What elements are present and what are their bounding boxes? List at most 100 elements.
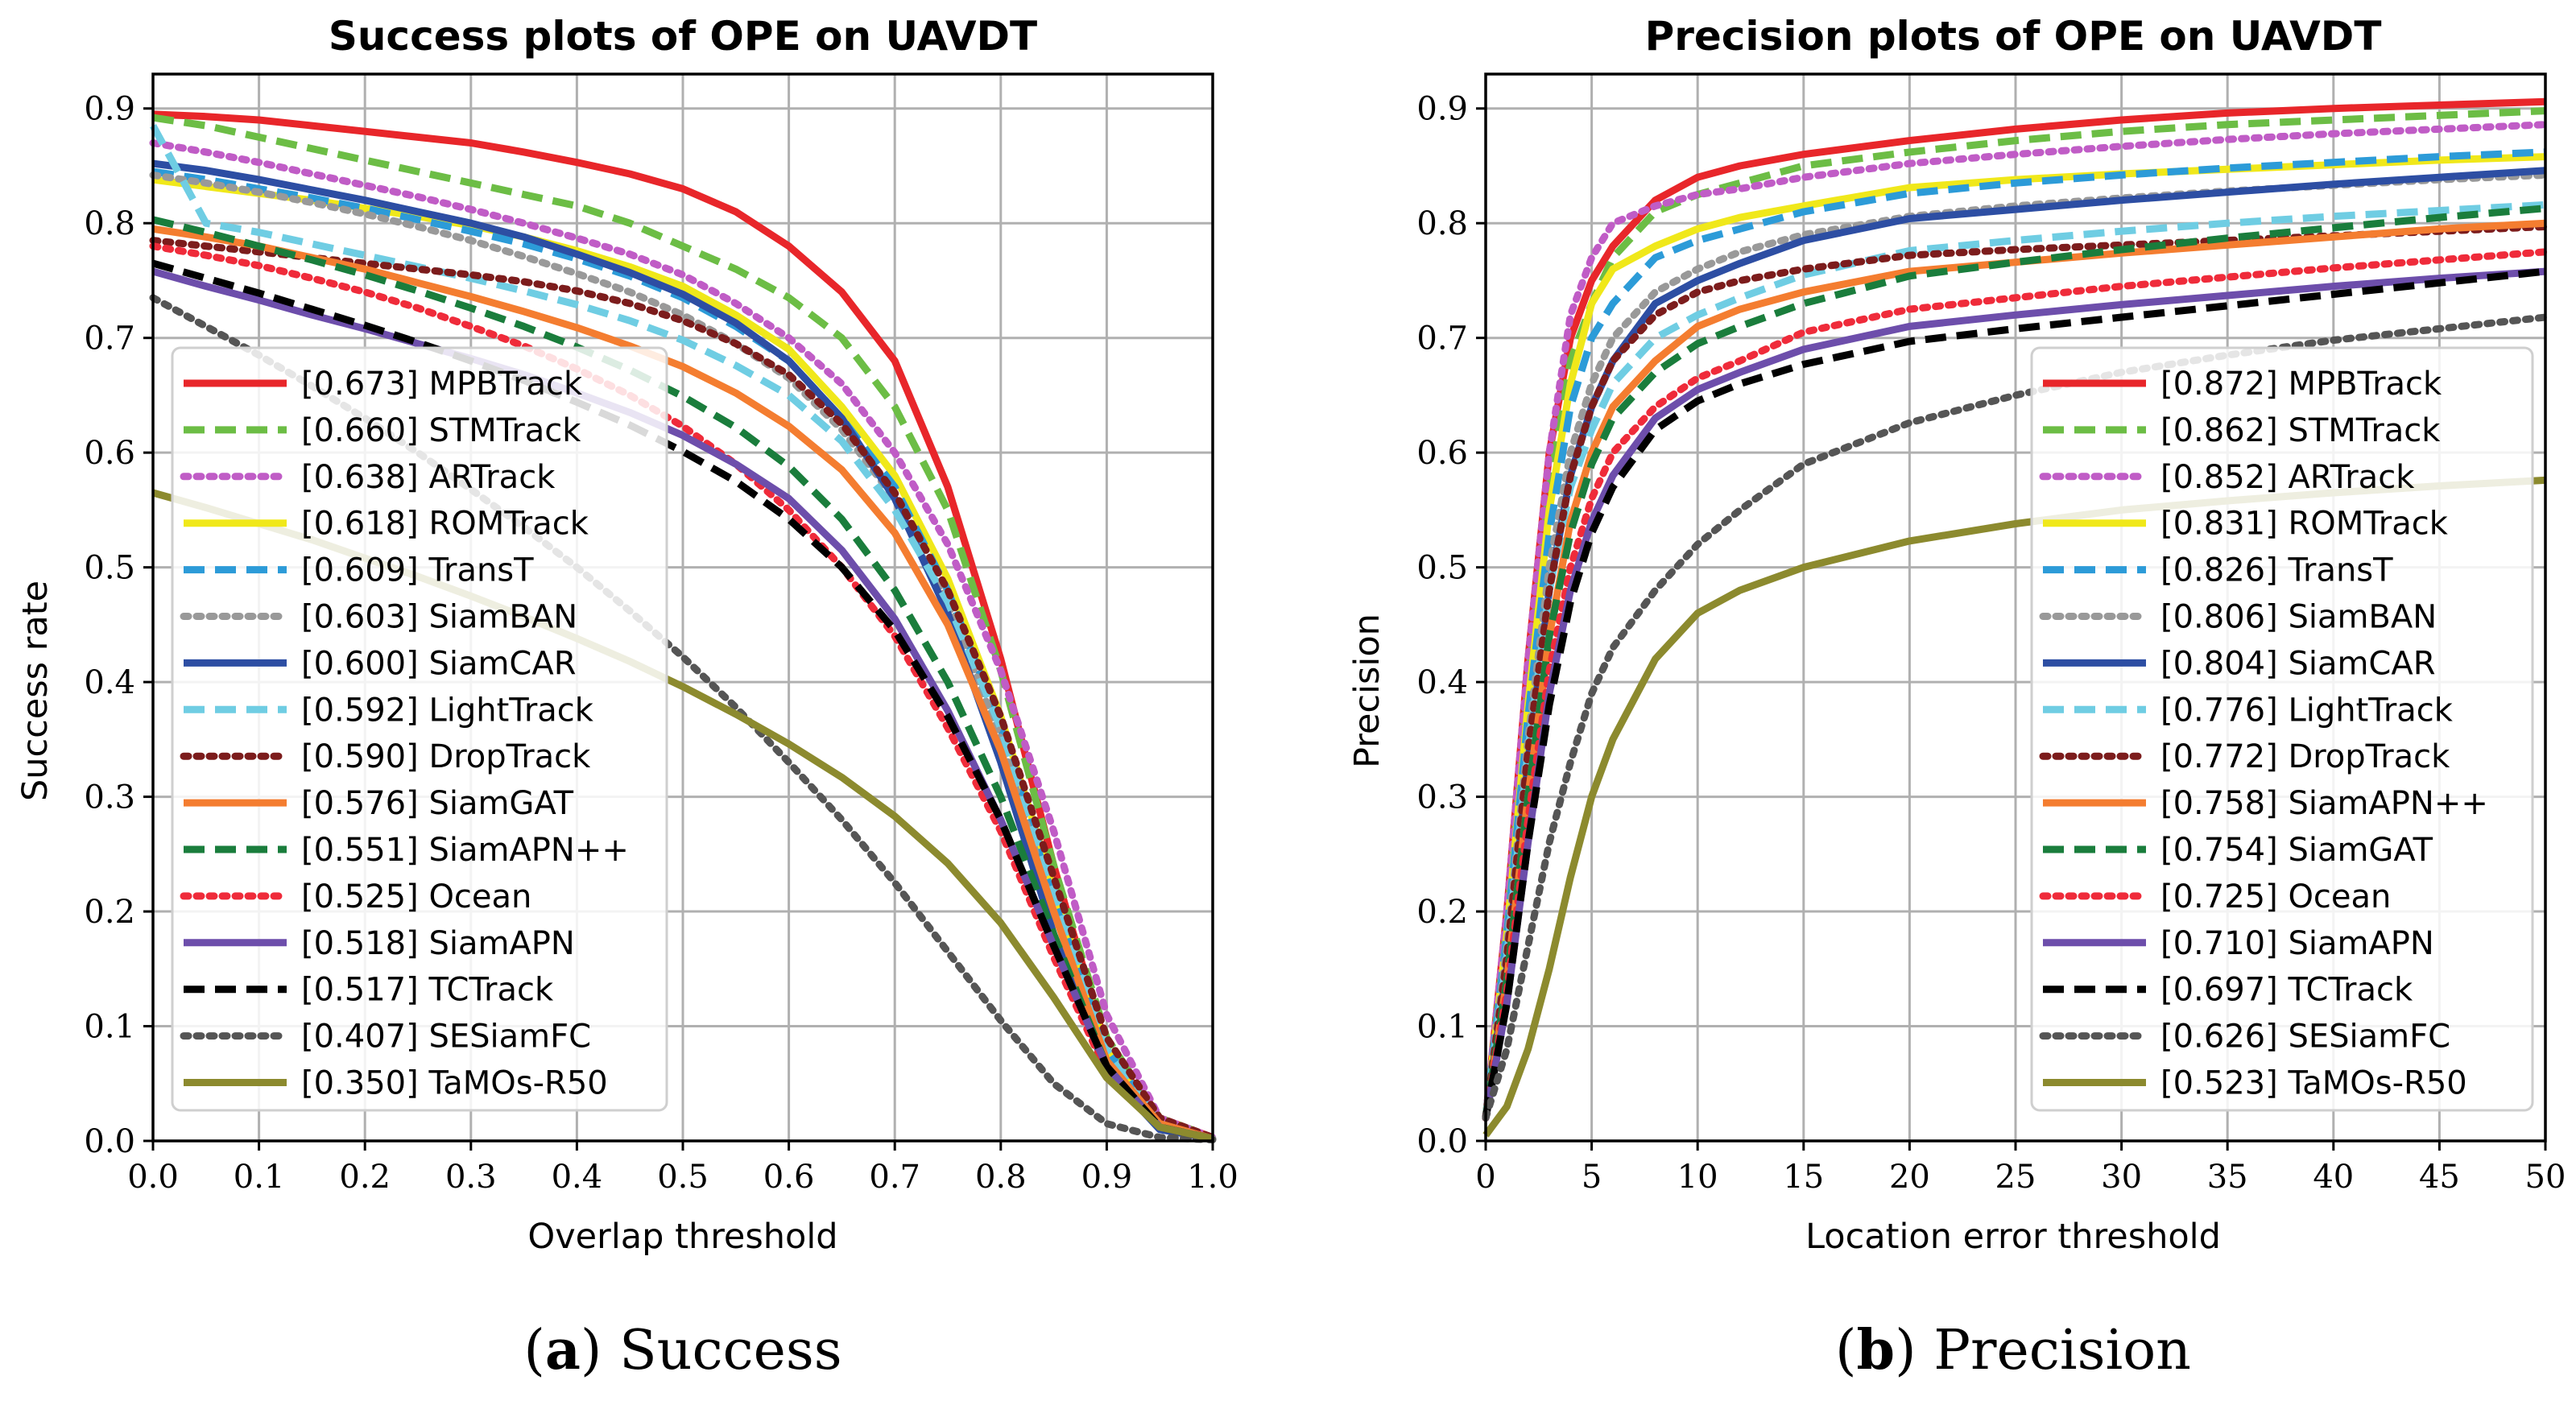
precision-x-tick-label: 0 — [1475, 1159, 1495, 1196]
precision-legend: [0.872] MPBTrack [0.862] STMTrack [0.852] … — [2030, 346, 2534, 1112]
precision-x-tick-label: 50 — [2525, 1159, 2566, 1196]
success-x-tick-label: 0.4 — [552, 1159, 603, 1196]
success-legend-label: [0.618] ROMTrack — [301, 506, 589, 543]
success-caption-label: a — [545, 1318, 581, 1382]
success-ticks: 0.0 0.1 0.2 0.3 0.4 0.5 0.6 0.7 0.8 0.9 1.0 0.0 0.1 0… — [84, 91, 1238, 1196]
success-plot-panel: Success plots of OPE on UAVDT 0.0 0.1 0.2 0… — [15, 13, 1238, 1382]
precision-x-tick-label: 40 — [2313, 1159, 2354, 1196]
success-series-line — [149, 139, 1217, 1142]
precision-y-tick-label: 0.8 — [1416, 205, 1468, 242]
success-caption-text: Success — [619, 1319, 842, 1382]
success-plot-area: 0.0 0.1 0.2 0.3 0.4 0.5 0.6 0.7 0.8 0.9 1.0 0.0 0.1 0… — [84, 72, 1238, 1196]
precision-plot-panel: Precision plots of OPE on UAVDT 0 5 10 15 20… — [1347, 13, 2566, 1382]
precision-legend-label: [0.804] SiamCAR — [2160, 645, 2436, 682]
precision-legend-label: [0.523] TaMOs-R50 — [2160, 1065, 2467, 1102]
precision-legend-label: [0.725] Ocean — [2160, 878, 2391, 915]
success-legend-label: [0.551] SiamAPN++ — [301, 832, 629, 869]
precision-series-line — [1482, 267, 2546, 1119]
precision-legend-label: [0.772] DropTrack — [2160, 738, 2450, 775]
success-x-tick-label: 0.6 — [763, 1159, 815, 1196]
success-series-line — [149, 242, 1217, 1143]
success-y-axis-label: Success rate — [15, 581, 56, 801]
success-y-tick-label: 0.5 — [84, 550, 135, 587]
success-legend-label: [0.600] SiamCAR — [301, 645, 577, 682]
precision-x-tick-label: 15 — [1783, 1159, 1824, 1196]
precision-y-tick-label: 0.6 — [1416, 435, 1468, 472]
precision-ticks: 0 5 10 15 20 25 30 35 40 45 50 0.0 0.1 0.2 0.3 0.4 0.5 0.… — [1416, 91, 2566, 1196]
precision-x-tick-label: 25 — [1995, 1159, 2036, 1196]
success-x-tick-label: 0.3 — [445, 1159, 497, 1196]
success-x-tick-label: 1.0 — [1187, 1159, 1238, 1196]
precision-caption: (b) Precision — [1835, 1318, 2191, 1382]
precision-x-tick-label: 10 — [1677, 1159, 1718, 1196]
success-legend-label: [0.517] TCTrack — [301, 972, 554, 1009]
precision-series-line — [1482, 205, 2546, 1119]
precision-x-axis-label: Location error threshold — [1805, 1217, 2221, 1257]
success-legend-label: [0.518] SiamAPN — [301, 925, 575, 962]
precision-legend-label: [0.758] SiamAPN++ — [2160, 785, 2488, 822]
success-legend-label: [0.592] LightTrack — [301, 692, 594, 729]
precision-legend-label: [0.710] SiamAPN — [2160, 925, 2434, 962]
success-legend-label: [0.350] TaMOs-R50 — [301, 1065, 608, 1102]
success-y-tick-label: 0.6 — [84, 435, 135, 472]
success-legend-box — [171, 346, 668, 1112]
precision-x-tick-label: 35 — [2207, 1159, 2248, 1196]
success-series-line — [152, 159, 1214, 1143]
success-caption: (a) Success — [523, 1318, 841, 1382]
precision-caption-label: b — [1857, 1318, 1896, 1382]
precision-caption-text: Precision — [1933, 1319, 2191, 1382]
precision-y-tick-label: 0.0 — [1416, 1123, 1468, 1160]
success-series-line — [151, 267, 1214, 1143]
success-legend-label: [0.603] SiamBAN — [301, 599, 577, 636]
success-legend-label: [0.525] Ocean — [301, 878, 531, 915]
success-x-tick-label: 0.7 — [869, 1159, 920, 1196]
precision-legend-label: [0.826] TransT — [2160, 552, 2393, 589]
success-y-tick-label: 0.3 — [84, 779, 135, 816]
success-legend-label: [0.609] TransT — [301, 552, 534, 589]
precision-legend-label: [0.697] TCTrack — [2160, 972, 2413, 1009]
precision-legend-label: [0.862] STMTrack — [2160, 412, 2441, 449]
precision-legend-box — [2030, 346, 2534, 1112]
precision-legend-label: [0.872] MPBTrack — [2160, 366, 2442, 403]
precision-y-tick-label: 0.3 — [1416, 779, 1468, 816]
success-series-group — [149, 110, 1217, 1144]
precision-y-tick-label: 0.4 — [1416, 664, 1468, 701]
precision-plot-area: 0 5 10 15 20 25 30 35 40 45 50 0.0 0.1 0.2 0.3 0.4 0.5 0.… — [1416, 72, 2566, 1196]
success-y-tick-label: 0.7 — [84, 320, 135, 357]
precision-legend-label: [0.626] SESiamFC — [2160, 1019, 2450, 1056]
success-y-tick-label: 0.9 — [84, 91, 135, 128]
precision-y-tick-label: 0.1 — [1416, 1009, 1468, 1046]
success-x-tick-label: 0.5 — [657, 1159, 709, 1196]
success-x-tick-label: 0.2 — [339, 1159, 391, 1196]
precision-y-tick-label: 0.5 — [1416, 550, 1468, 587]
success-x-tick-label: 0.8 — [975, 1159, 1027, 1196]
success-legend: [0.673] MPBTrack [0.660] STMTrack [0.638] … — [171, 346, 668, 1112]
precision-series-line — [1482, 148, 2546, 1119]
success-series-line — [152, 225, 1214, 1143]
success-legend-label: [0.407] SESiamFC — [301, 1019, 591, 1056]
precision-x-tick-label: 45 — [2419, 1159, 2460, 1196]
success-y-tick-label: 0.2 — [84, 894, 135, 931]
precision-y-tick-label: 0.2 — [1416, 894, 1468, 931]
success-legend-label: [0.590] DropTrack — [301, 738, 591, 775]
success-x-tick-label: 0.1 — [234, 1159, 285, 1196]
precision-series-line — [1482, 267, 2546, 1119]
success-y-tick-label: 0.0 — [84, 1123, 135, 1160]
precision-y-tick-label: 0.7 — [1416, 320, 1468, 357]
success-plot-title: Success plots of OPE on UAVDT — [329, 13, 1037, 60]
success-x-tick-label: 0.0 — [127, 1159, 179, 1196]
success-x-axis-label: Overlap threshold — [527, 1217, 837, 1257]
success-legend-label: [0.660] STMTrack — [301, 412, 581, 449]
precision-plot-title: Precision plots of OPE on UAVDT — [1645, 13, 2382, 60]
success-series-line — [151, 216, 1214, 1143]
precision-legend-label: [0.852] ARTrack — [2160, 459, 2415, 496]
precision-x-tick-label: 30 — [2101, 1159, 2142, 1196]
precision-y-axis-label: Precision — [1347, 614, 1387, 768]
success-y-tick-label: 0.1 — [84, 1009, 135, 1046]
precision-series-line — [1482, 121, 2549, 1122]
success-legend-label: [0.673] MPBTrack — [301, 366, 583, 403]
precision-legend-label: [0.776] LightTrack — [2160, 692, 2454, 729]
success-legend-label: [0.638] ARTrack — [301, 459, 556, 496]
precision-legend-label: [0.806] SiamBAN — [2160, 599, 2437, 636]
